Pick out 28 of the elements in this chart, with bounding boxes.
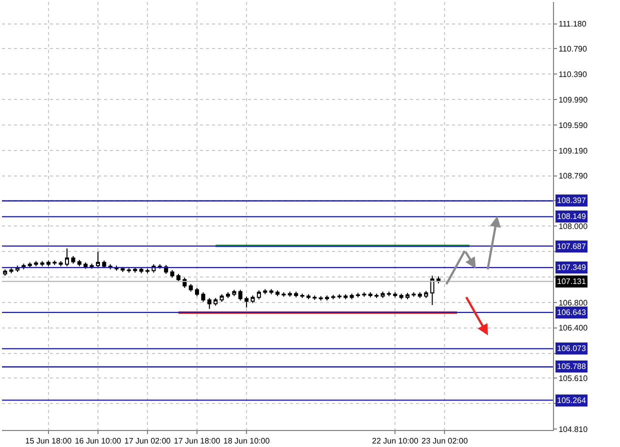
y-tick-label: 111.180 bbox=[558, 20, 587, 29]
y-tick-label: 110.390 bbox=[558, 70, 588, 79]
ref-line-label: 105.264 bbox=[557, 396, 586, 405]
ref-line-label: 108.149 bbox=[557, 212, 586, 221]
x-tick-label: 22 Jun 10:00 bbox=[372, 436, 419, 446]
x-tick-label: 18 Jun 10:00 bbox=[223, 436, 270, 446]
y-tick-label: 109.590 bbox=[558, 120, 588, 130]
y-tick-label: 110.790 bbox=[558, 44, 588, 54]
ref-line-label: 107.131 bbox=[557, 277, 586, 286]
y-tick-label: 109.990 bbox=[558, 95, 588, 104]
ref-line-label: 105.788 bbox=[557, 362, 586, 371]
x-tick-label: 23 Jun 02:00 bbox=[422, 436, 468, 446]
ref-line-label: 106.073 bbox=[557, 344, 586, 353]
y-tick-label: 105.610 bbox=[558, 374, 588, 383]
y-tick-label: 108.790 bbox=[558, 172, 588, 181]
y-tick-label: 106.800 bbox=[558, 298, 588, 308]
y-tick-label: 109.190 bbox=[558, 146, 588, 156]
ref-line-label: 108.397 bbox=[557, 196, 586, 205]
x-tick-label: 17 Jun 02:00 bbox=[124, 436, 172, 446]
y-tick-label: 106.400 bbox=[558, 324, 588, 333]
y-tick-label: 108.000 bbox=[558, 222, 588, 231]
y-tick-label: 104.810 bbox=[558, 424, 588, 434]
x-tick-label: 17 Jun 18:00 bbox=[174, 436, 221, 446]
x-tick-label: 15 Jun 18:00 bbox=[25, 436, 72, 446]
ref-line-label: 107.687 bbox=[557, 242, 586, 251]
ref-line-label: 107.349 bbox=[557, 263, 586, 272]
ref-line-label: 106.643 bbox=[557, 308, 586, 317]
x-tick-label: 16 Jun 10:00 bbox=[74, 436, 122, 446]
